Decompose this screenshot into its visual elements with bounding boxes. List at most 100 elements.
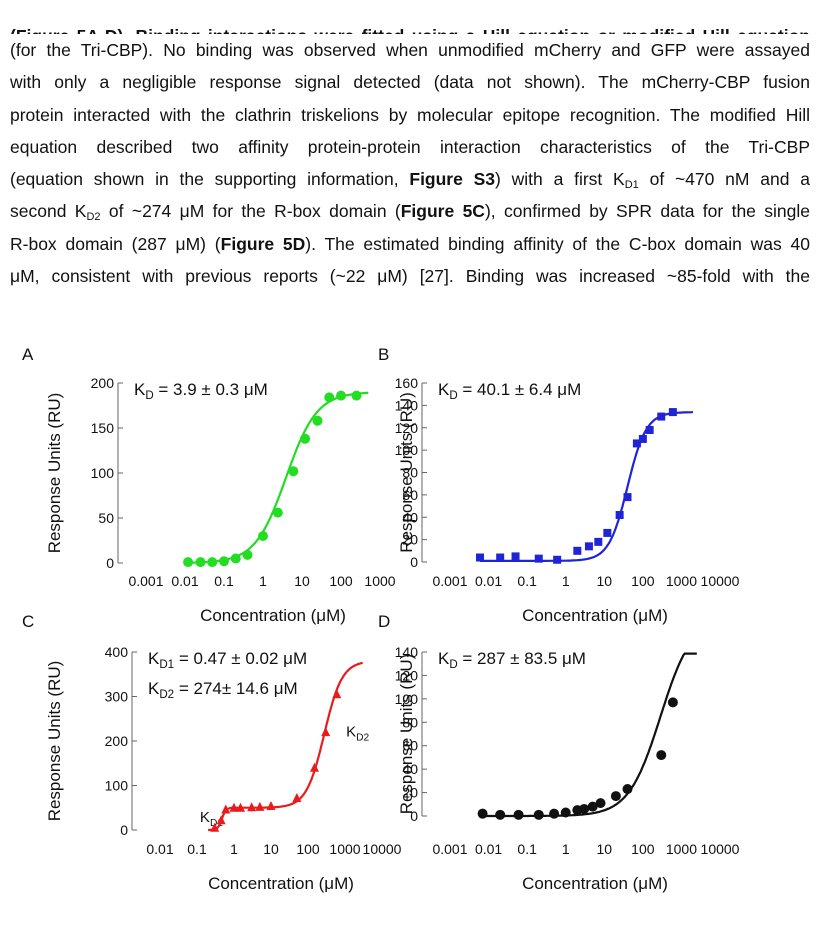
y-tick-label: 40 bbox=[402, 509, 418, 525]
y-tick-label: 120 bbox=[395, 667, 419, 683]
data-point bbox=[336, 390, 346, 401]
x-tick-label: 1000 bbox=[666, 573, 697, 589]
kd-annotation: KD = 40.1 ± 6.4 μM bbox=[438, 380, 581, 402]
data-point bbox=[292, 792, 302, 802]
kd-subscript: D bbox=[449, 390, 457, 402]
y-tick-label: 100 bbox=[395, 691, 419, 707]
y-tick-label: 300 bbox=[105, 689, 129, 705]
x-tick-label: 0.001 bbox=[128, 573, 163, 589]
data-point bbox=[229, 802, 239, 812]
x-tick-label: 100 bbox=[631, 841, 655, 857]
x-tick-label: 10000 bbox=[363, 841, 402, 857]
data-point bbox=[615, 511, 624, 520]
data-point bbox=[230, 553, 241, 564]
x-tick-label: 10 bbox=[263, 841, 279, 857]
y-tick-label: 80 bbox=[402, 465, 418, 481]
x-tick-label: 1 bbox=[562, 573, 570, 589]
y-tick-label: 60 bbox=[402, 738, 418, 754]
data-point bbox=[221, 804, 231, 814]
text-line: (Figure 5A-D). Binding interactions were… bbox=[10, 20, 810, 34]
data-point bbox=[272, 507, 283, 518]
data-point bbox=[236, 802, 246, 812]
kd-symbol: K bbox=[346, 724, 356, 741]
y-tick-label: 400 bbox=[105, 644, 129, 660]
x-axis-label: Concentration (μM) bbox=[208, 874, 354, 893]
data-point bbox=[495, 809, 506, 820]
chart-panel-a: A 0 50 100 150 200 Response Units (RU) 0.001 0.0… bbox=[22, 345, 396, 625]
body-paragraph: (Figure 5A-D). Binding interactions were… bbox=[10, 22, 810, 292]
x-tick-label: 10 bbox=[596, 841, 612, 857]
data-point bbox=[183, 557, 194, 568]
data-point bbox=[645, 425, 654, 434]
data-point bbox=[573, 546, 582, 555]
kd-value: = 287 ± 83.5 μM bbox=[458, 649, 586, 668]
x-tick-label: 1 bbox=[259, 573, 267, 589]
text-line: μM, consistent with previous reports (~2… bbox=[10, 266, 810, 287]
data-point bbox=[300, 433, 311, 444]
data-point bbox=[247, 802, 257, 812]
y-tick-label: 50 bbox=[98, 510, 114, 526]
data-point bbox=[476, 553, 485, 562]
y-tick-label: 20 bbox=[402, 532, 418, 548]
kd-value: = 40.1 ± 6.4 μM bbox=[458, 380, 582, 399]
data-point bbox=[610, 791, 621, 802]
y-tick-label: 0 bbox=[410, 808, 418, 824]
data-point bbox=[638, 434, 647, 443]
data-point bbox=[632, 439, 641, 448]
y-tick-label: 120 bbox=[395, 420, 419, 436]
data-point bbox=[266, 800, 276, 810]
kd2-label: KD2 bbox=[346, 724, 369, 744]
x-axis-label: Concentration (μM) bbox=[522, 606, 668, 625]
data-point bbox=[579, 803, 590, 814]
text-line: protein interacted with the clathrin tri… bbox=[10, 104, 810, 125]
y-axis-label: Response Units (RU) bbox=[397, 392, 416, 553]
kd-symbol: K bbox=[148, 679, 160, 698]
data-point bbox=[560, 807, 571, 818]
data-point bbox=[603, 528, 612, 537]
y-axis-label: Response Units (RU) bbox=[45, 393, 64, 554]
data-point bbox=[511, 552, 520, 561]
kd-annotation: KD = 287 ± 83.5 μM bbox=[438, 649, 586, 671]
data-point bbox=[656, 750, 667, 761]
x-tick-label: 10000 bbox=[701, 573, 740, 589]
data-point bbox=[595, 798, 606, 809]
kd-value: = 3.9 ± 0.3 μM bbox=[154, 380, 268, 399]
data-point bbox=[216, 815, 226, 825]
text-line: with only a negligible response signal d… bbox=[10, 72, 810, 93]
y-tick-label: 160 bbox=[395, 375, 419, 391]
panel-label: C bbox=[22, 612, 34, 631]
x-tick-label: 1000 bbox=[364, 573, 395, 589]
data-point bbox=[310, 762, 320, 772]
data-point bbox=[255, 801, 265, 811]
kd-subscript: D bbox=[449, 659, 457, 671]
y-tick-label: 40 bbox=[402, 761, 418, 777]
x-tick-label: 0.1 bbox=[214, 573, 234, 589]
kd-symbol: K bbox=[200, 809, 210, 826]
data-point bbox=[258, 531, 268, 541]
data-point bbox=[324, 392, 335, 403]
data-point bbox=[210, 822, 220, 832]
kd-symbol: K bbox=[148, 649, 160, 668]
x-tick-label: 1000 bbox=[666, 841, 697, 857]
data-point bbox=[553, 555, 562, 564]
x-tick-label: 1 bbox=[230, 841, 238, 857]
data-point bbox=[533, 809, 544, 820]
data-point bbox=[623, 493, 632, 502]
text-line: R-box domain (287 μM) (Figure 5D). The e… bbox=[10, 233, 810, 254]
fit-curve bbox=[482, 652, 697, 818]
y-tick-label: 100 bbox=[395, 442, 419, 458]
data-point bbox=[584, 542, 593, 551]
y-tick-label: 140 bbox=[395, 644, 419, 660]
data-point bbox=[321, 727, 331, 737]
x-tick-label: 0.01 bbox=[146, 841, 173, 857]
data-point bbox=[496, 553, 505, 562]
x-tick-label: 10000 bbox=[701, 841, 740, 857]
y-tick-label: 100 bbox=[105, 778, 129, 794]
figure-ref: Figure 5D bbox=[220, 233, 306, 254]
y-tick-label: 80 bbox=[402, 714, 418, 730]
data-point bbox=[594, 537, 603, 546]
kd-value: = 0.47 ± 0.02 μM bbox=[174, 649, 307, 668]
x-tick-label: 0.1 bbox=[517, 573, 537, 589]
